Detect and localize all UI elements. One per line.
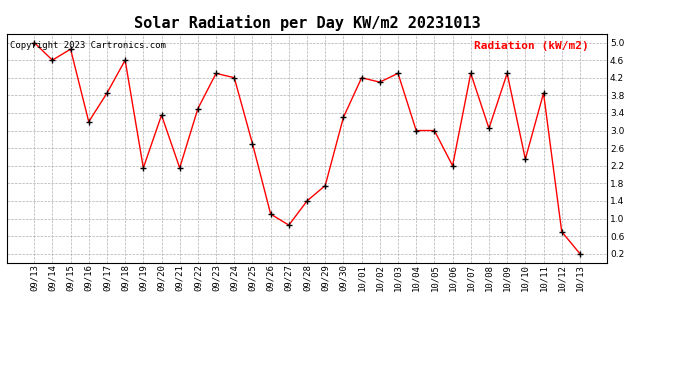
Text: Copyright 2023 Cartronics.com: Copyright 2023 Cartronics.com <box>10 40 166 50</box>
Title: Solar Radiation per Day KW/m2 20231013: Solar Radiation per Day KW/m2 20231013 <box>134 15 480 31</box>
Text: Radiation (kW/m2): Radiation (kW/m2) <box>475 40 589 51</box>
